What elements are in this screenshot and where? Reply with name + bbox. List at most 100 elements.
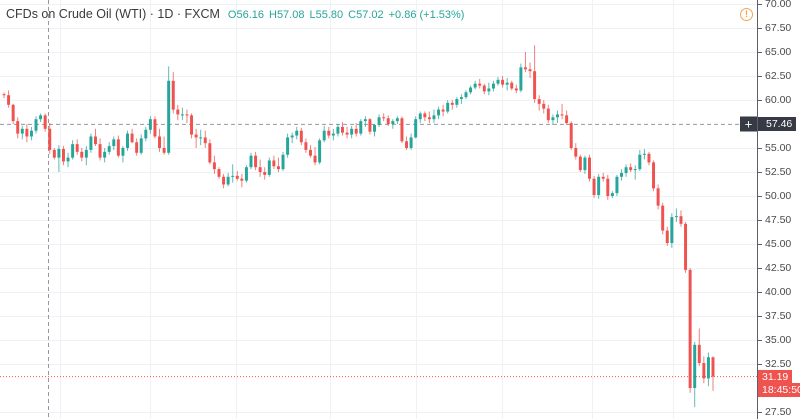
candle-body[interactable]: [377, 117, 381, 125]
candle-body[interactable]: [276, 166, 280, 170]
candle-body[interactable]: [267, 160, 271, 175]
candle-body[interactable]: [414, 119, 418, 138]
candle-body[interactable]: [505, 82, 509, 85]
candle-body[interactable]: [295, 130, 299, 136]
candle-body[interactable]: [450, 102, 454, 105]
candle-body[interactable]: [446, 102, 450, 112]
candle-body[interactable]: [693, 344, 697, 388]
candle-body[interactable]: [190, 115, 194, 135]
candle-body[interactable]: [107, 146, 111, 152]
candle-body[interactable]: [656, 188, 660, 206]
candle-body[interactable]: [633, 169, 637, 171]
candle-body[interactable]: [578, 156, 582, 171]
candle-body[interactable]: [638, 154, 642, 170]
candle-body[interactable]: [537, 99, 541, 104]
candle-body[interactable]: [144, 129, 148, 139]
candle-body[interactable]: [409, 137, 413, 148]
candle-body[interactable]: [116, 139, 120, 156]
plot-area[interactable]: [0, 0, 757, 419]
candle-body[interactable]: [11, 104, 15, 122]
candle-body[interactable]: [427, 117, 431, 120]
candle-body[interactable]: [542, 103, 546, 109]
candle-body[interactable]: [185, 114, 189, 116]
candle-body[interactable]: [75, 144, 79, 152]
candle-body[interactable]: [336, 126, 340, 134]
candle-body[interactable]: [496, 79, 500, 84]
candle-body[interactable]: [148, 119, 152, 130]
candle-body[interactable]: [176, 109, 180, 115]
candle-body[interactable]: [153, 119, 157, 137]
candle-body[interactable]: [661, 205, 665, 231]
candle-body[interactable]: [473, 83, 477, 88]
candle-body[interactable]: [533, 71, 537, 100]
candle-body[interactable]: [48, 128, 52, 150]
candle-body[interactable]: [89, 136, 93, 150]
add-plus-button[interactable]: +: [740, 116, 757, 132]
candle-body[interactable]: [487, 88, 491, 92]
candle-body[interactable]: [304, 142, 308, 150]
candle-body[interactable]: [331, 133, 335, 136]
candle-body[interactable]: [510, 82, 514, 89]
candle-body[interactable]: [29, 130, 33, 137]
candle-body[interactable]: [592, 178, 596, 196]
candle-body[interactable]: [606, 178, 610, 196]
candle-body[interactable]: [263, 172, 267, 175]
candle-body[interactable]: [139, 138, 143, 153]
candle-body[interactable]: [459, 97, 463, 100]
candle-body[interactable]: [212, 162, 216, 170]
candle-body[interactable]: [615, 176, 619, 194]
candle-body[interactable]: [670, 217, 674, 244]
candle-body[interactable]: [290, 135, 294, 138]
candle-body[interactable]: [546, 108, 550, 121]
candle-body[interactable]: [620, 172, 624, 177]
candle-body[interactable]: [308, 149, 312, 156]
candle-body[interactable]: [363, 119, 367, 122]
candle-body[interactable]: [711, 357, 715, 377]
candle-body[interactable]: [52, 149, 56, 158]
candle-body[interactable]: [84, 149, 88, 158]
candle-body[interactable]: [80, 151, 84, 158]
candle-body[interactable]: [684, 223, 688, 270]
candle-body[interactable]: [98, 144, 102, 158]
candle-body[interactable]: [249, 155, 253, 168]
candle-body[interactable]: [491, 83, 495, 89]
candle-body[interactable]: [71, 144, 75, 158]
candle-body[interactable]: [368, 119, 372, 132]
candle-body[interactable]: [20, 128, 24, 134]
candle-body[interactable]: [560, 114, 564, 116]
candle-body[interactable]: [350, 128, 354, 135]
candle-body[interactable]: [469, 87, 473, 93]
candle-body[interactable]: [354, 128, 358, 134]
candle-body[interactable]: [235, 175, 239, 179]
candle-body[interactable]: [43, 115, 47, 129]
candle-body[interactable]: [180, 114, 184, 116]
symbol-title[interactable]: CFDs on Crude Oil (WTI) · 1D · FXCM: [6, 7, 220, 21]
candle-body[interactable]: [208, 143, 212, 163]
candle-body[interactable]: [478, 83, 482, 86]
candle-body[interactable]: [126, 133, 129, 148]
price-axis[interactable]: + 57.46 31.19 18:45:50 70.00 67.50 65.00 62…: [740, 0, 800, 419]
candle-body[interactable]: [391, 121, 395, 124]
candle-body[interactable]: [66, 157, 70, 162]
candle-body[interactable]: [222, 176, 226, 185]
candle-body[interactable]: [171, 80, 175, 110]
candle-body[interactable]: [437, 109, 441, 116]
candle-body[interactable]: [688, 269, 692, 388]
candle-body[interactable]: [244, 167, 248, 181]
candle-body[interactable]: [167, 80, 171, 153]
candle-body[interactable]: [574, 148, 578, 157]
candle-body[interactable]: [103, 151, 107, 158]
candle-body[interactable]: [318, 140, 322, 163]
candle-body[interactable]: [341, 126, 344, 133]
candle-body[interactable]: [441, 109, 445, 112]
candle-body[interactable]: [565, 115, 569, 124]
candle-body[interactable]: [610, 193, 614, 196]
candle-body[interactable]: [199, 137, 203, 139]
candle-body[interactable]: [597, 176, 601, 196]
candle-body[interactable]: [382, 117, 386, 119]
candle-body[interactable]: [313, 155, 317, 163]
candle-body[interactable]: [61, 148, 65, 162]
candle-body[interactable]: [514, 88, 518, 91]
candle-body[interactable]: [281, 154, 285, 170]
candle-body[interactable]: [158, 136, 162, 148]
